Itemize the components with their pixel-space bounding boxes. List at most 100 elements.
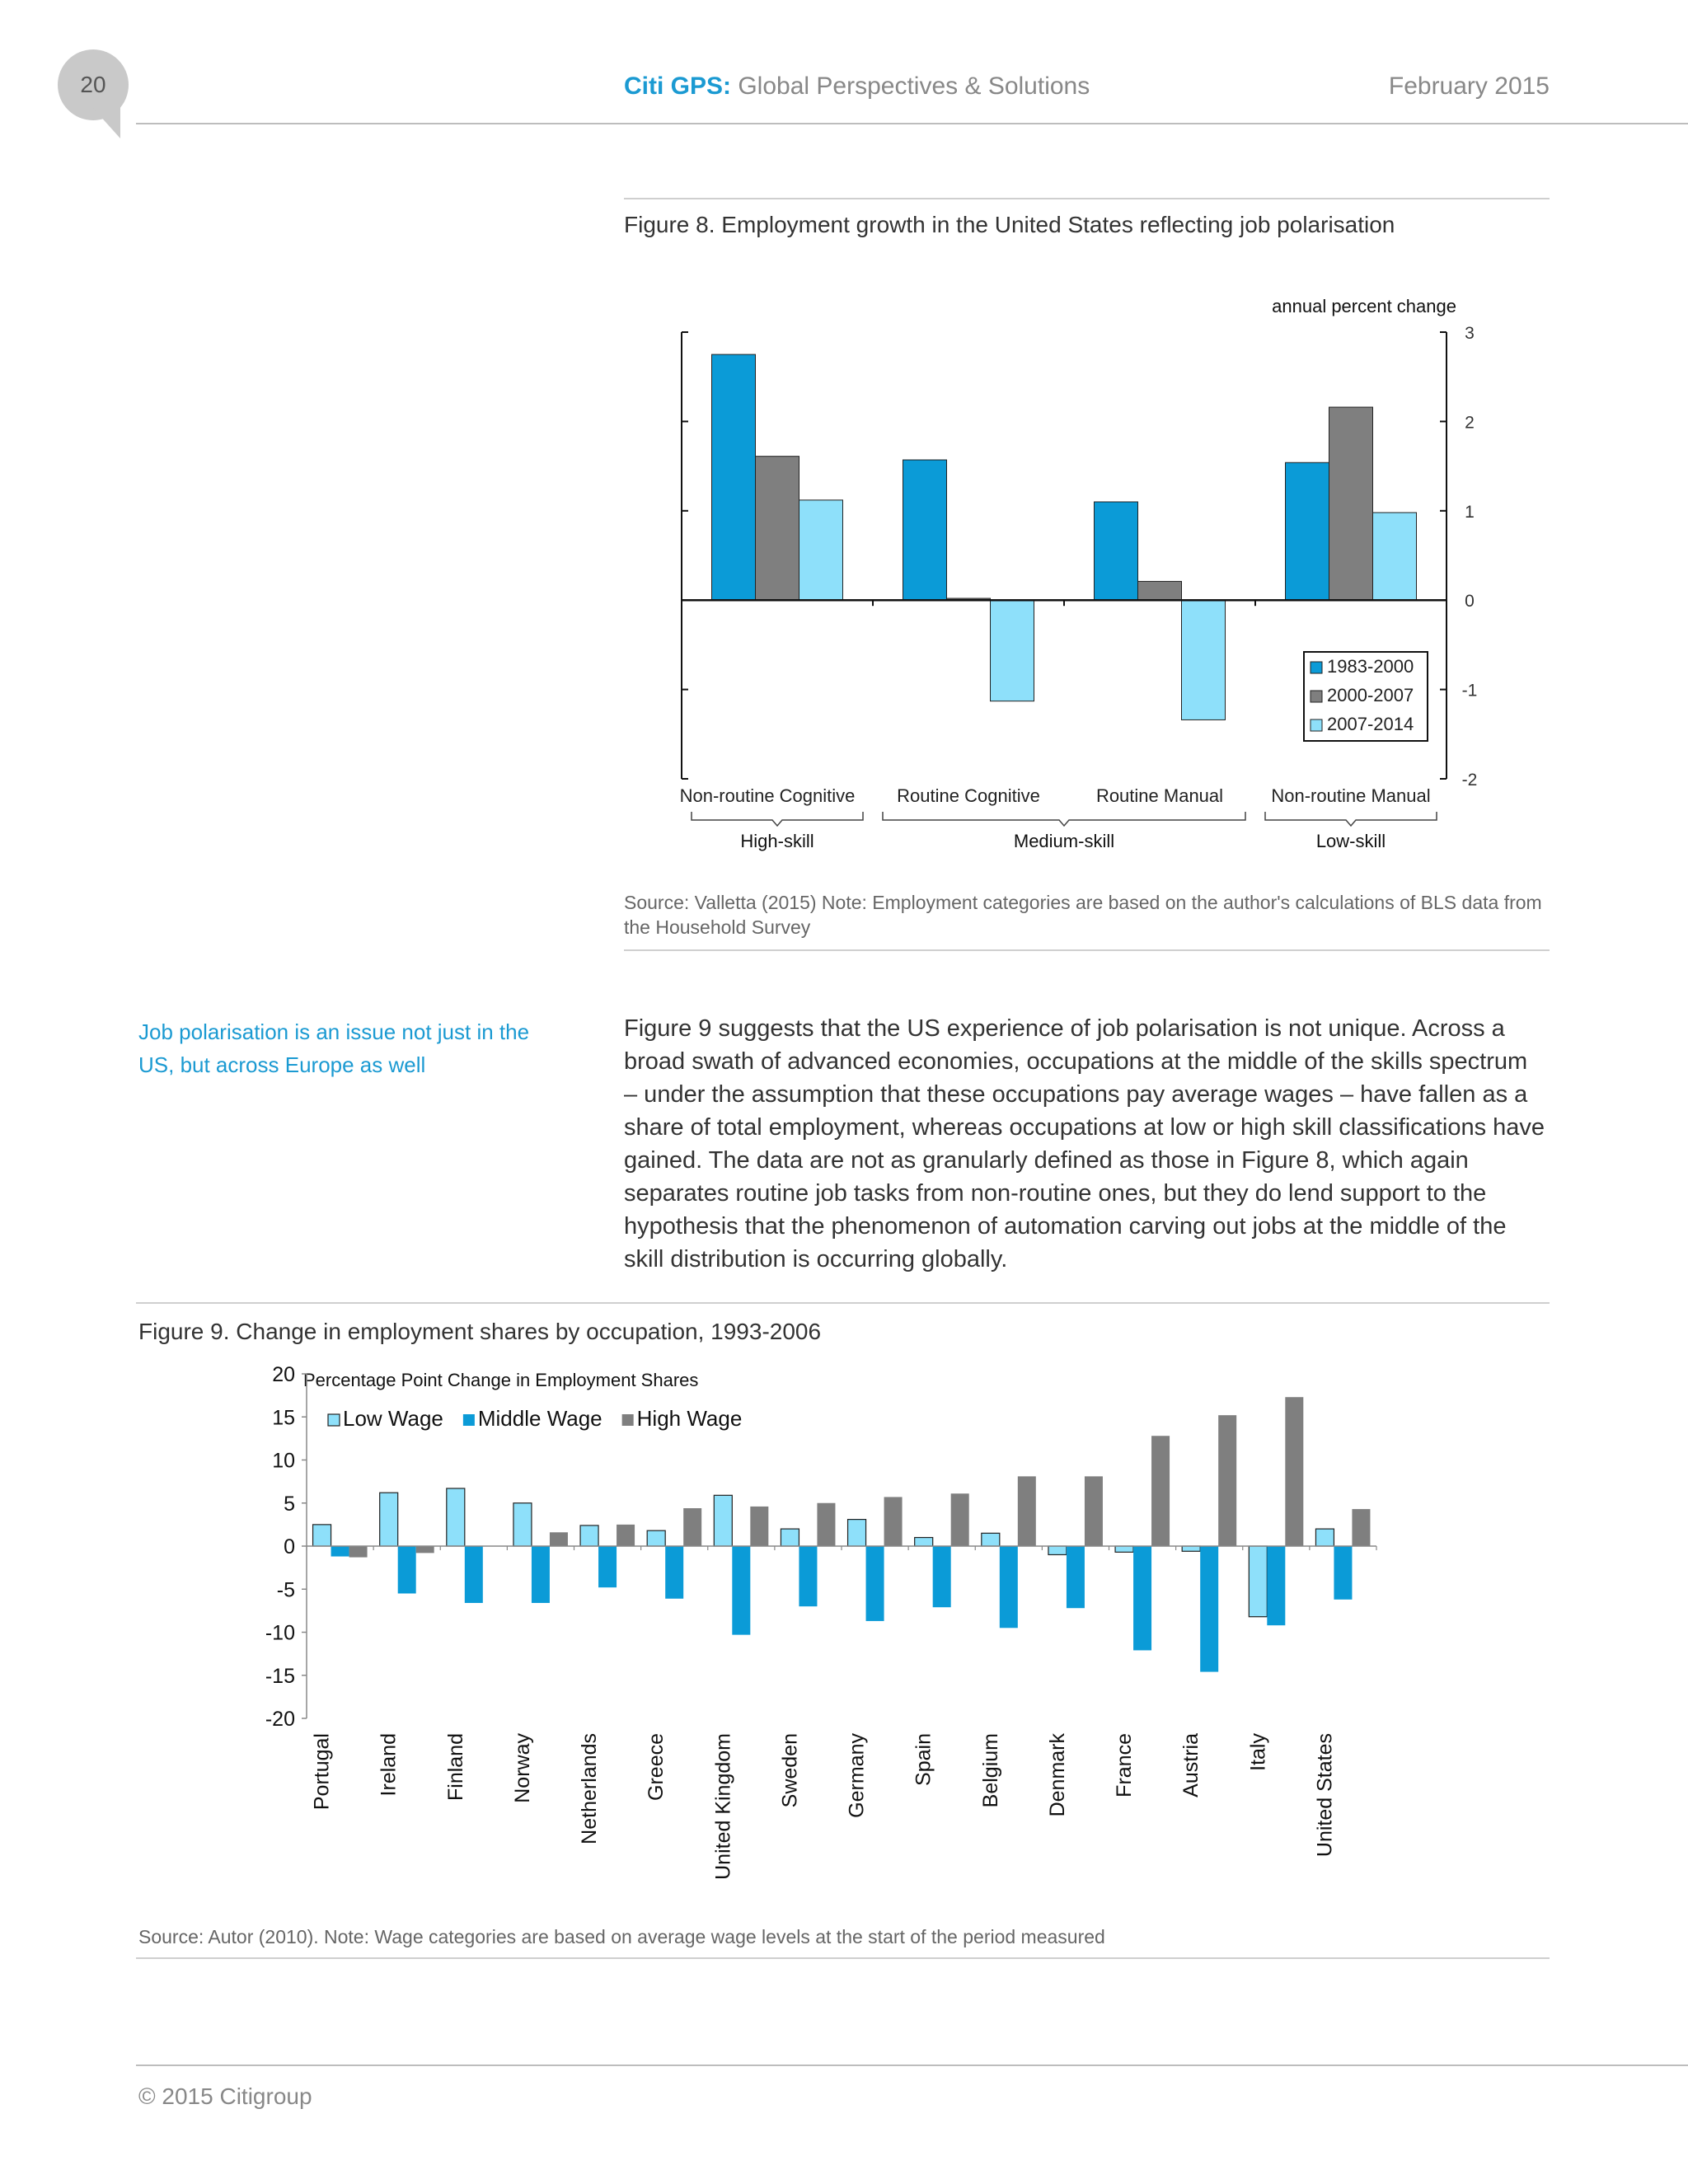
- body-paragraph: Figure 9 suggests that the US experience…: [624, 1015, 1545, 1272]
- figure9-bar-united-states-low-wage: [1315, 1528, 1335, 1547]
- figure9-bar-france-low-wage: [1114, 1545, 1134, 1553]
- brand-tagline: Global Perspectives & Solutions: [731, 73, 1090, 100]
- figure9-category-label-belgium: Belgium: [979, 1733, 1002, 1807]
- figure9-ytick-label: -15: [265, 1665, 295, 1688]
- figure9-bar-germany-high-wage: [884, 1497, 903, 1546]
- figure9-ytick-label: 20: [272, 1364, 295, 1386]
- figure9-legend-swatch-low-wage: [327, 1413, 340, 1427]
- figure9-bar-sweden-middle-wage: [799, 1546, 818, 1607]
- figure9-bar-italy-high-wage: [1285, 1397, 1304, 1546]
- figure9-chart-title: Percentage Point Change in Employment Sh…: [303, 1370, 698, 1390]
- figure9-bar-united-kingdom-middle-wage: [732, 1546, 751, 1635]
- figure9-category-label-denmark: Denmark: [1046, 1733, 1069, 1817]
- figure8-legend-swatch-1983-2000: [1310, 661, 1323, 674]
- footer-copyright: © 2015 Citigroup: [138, 2083, 312, 2109]
- figure9-bar-austria-low-wage: [1181, 1545, 1201, 1552]
- figure9-bar-sweden-low-wage: [780, 1528, 800, 1547]
- figure9-bar-belgium-high-wage: [1017, 1476, 1036, 1546]
- figure9-ytick-label: 15: [272, 1406, 295, 1429]
- figure9-legend-swatch-middle-wage: [462, 1414, 475, 1426]
- figure9-category-label-netherlands: Netherlands: [578, 1733, 601, 1844]
- figure8-bar-routine-cognitive-1983-2000: [903, 459, 947, 601]
- figure9-category-label-finland: Finland: [444, 1733, 467, 1801]
- figure8-bar-non-routine-manual-1983-2000: [1285, 462, 1329, 601]
- figure8-category-label-routine-cognitive: Routine Cognitive: [897, 785, 1040, 806]
- figure9-ytick-label: -10: [265, 1622, 295, 1645]
- figure9-legend-label-high-wage: High Wage: [637, 1406, 743, 1431]
- figure8-ytick-label: 3: [1465, 324, 1475, 343]
- figure9-top-rule: [136, 1302, 1550, 1304]
- figure9-bar-united-kingdom-high-wage: [750, 1506, 769, 1546]
- figure9-bar-portugal-high-wage: [349, 1546, 368, 1558]
- figure8-bar-non-routine-cognitive-1983-2000: [711, 354, 756, 601]
- figure9-ytick-label: -5: [277, 1578, 295, 1601]
- figure8-group-label-low-skill: Low-skill: [1316, 831, 1386, 851]
- figure9-ytick-label: 0: [284, 1535, 295, 1558]
- figure9-bar-netherlands-low-wage: [579, 1525, 599, 1547]
- figure9-bar-belgium-low-wage: [981, 1532, 1001, 1547]
- figure9-category-label-france: France: [1113, 1733, 1136, 1797]
- figure8-bottom-rule: [624, 949, 1550, 951]
- figure8-legend-label-2000-2007: 2000-2007: [1327, 685, 1414, 705]
- figure9-bar-italy-middle-wage: [1267, 1546, 1286, 1626]
- figure9-title: Figure 9. Change in employment shares by…: [138, 1319, 822, 1344]
- header-brand: Citi GPS: Global Perspectives & Solution…: [624, 73, 1090, 101]
- figure8-ytick-label: 1: [1465, 503, 1475, 522]
- figure9-category-label-ireland: Ireland: [377, 1733, 401, 1796]
- figure9-bar-netherlands-high-wage: [617, 1524, 635, 1546]
- figure9-bar-greece-low-wage: [646, 1530, 666, 1547]
- figure8-legend-swatch-2000-2007: [1310, 690, 1323, 703]
- figure8-chart: annual percent change -2 -1 0 1 2 3 Non-routine…: [680, 296, 1478, 851]
- figure9-legend-label-low-wage: Low Wage: [343, 1406, 443, 1431]
- figure9-category-label-italy: Italy: [1246, 1733, 1269, 1771]
- figure8-bar-routine-manual-2000-2007: [1137, 580, 1182, 601]
- figure9-bar-germany-middle-wage: [865, 1546, 884, 1621]
- figure8-category-label-non-routine-cognitive: Non-routine Cognitive: [680, 785, 856, 806]
- figure9-bar-norway-low-wage: [513, 1502, 532, 1547]
- figure9-bar-spain-high-wage: [950, 1493, 969, 1546]
- figure8-legend-label-2007-2014: 2007-2014: [1327, 714, 1414, 734]
- figure9-bar-denmark-middle-wage: [1066, 1546, 1085, 1609]
- figure9-bar-portugal-middle-wage: [331, 1546, 349, 1557]
- figure8-group-label-high-skill: High-skill: [740, 831, 814, 851]
- figure8-bar-routine-manual-1983-2000: [1094, 501, 1138, 601]
- figure9-bar-greece-high-wage: [683, 1508, 702, 1546]
- figure9-bar-portugal-low-wage: [312, 1524, 332, 1547]
- figure9-bar-united-states-high-wage: [1352, 1509, 1371, 1546]
- header-rule: [136, 123, 1688, 124]
- figure9-category-label-united-states: United States: [1313, 1733, 1336, 1857]
- figure9-category-label-portugal: Portugal: [311, 1733, 334, 1810]
- figure8-ytick-label: -1: [1462, 682, 1478, 701]
- figure8-group-brace: [882, 812, 1246, 827]
- figure8-ytick-label: 0: [1465, 592, 1475, 611]
- figure9-bar-italy-low-wage: [1248, 1545, 1268, 1618]
- figure9-bar-belgium-middle-wage: [999, 1546, 1018, 1629]
- figure9-bar-france-high-wage: [1151, 1436, 1170, 1546]
- figure9-bar-spain-middle-wage: [932, 1546, 951, 1608]
- figure8-ylabel: annual percent change: [1272, 296, 1456, 316]
- figure9-legend-swatch-high-wage: [621, 1414, 634, 1426]
- figure9-bar-france-middle-wage: [1133, 1546, 1152, 1651]
- figure9-bar-norway-middle-wage: [531, 1546, 550, 1603]
- figure8-group-brace: [1264, 812, 1437, 827]
- figure9-bar-united-kingdom-low-wage: [713, 1494, 733, 1547]
- figure8-group-brace: [691, 812, 864, 827]
- figure9-bar-netherlands-middle-wage: [598, 1546, 617, 1588]
- figure9-category-label-austria: Austria: [1179, 1733, 1203, 1797]
- figure8-ytick-label: 2: [1465, 413, 1475, 432]
- figure9-category-label-united-kingdom: United Kingdom: [711, 1733, 734, 1880]
- figure9-bar-germany-low-wage: [846, 1519, 867, 1547]
- page-badge-tail: [91, 105, 120, 138]
- figure9-ytick-label: -20: [265, 1708, 295, 1731]
- figure9-ytick-label: 5: [284, 1493, 295, 1516]
- figure9-chart: Percentage Point Change in Employment Sh…: [265, 1364, 1377, 1880]
- figure9-category-label-spain: Spain: [912, 1733, 935, 1786]
- figure9-bar-austria-high-wage: [1218, 1415, 1237, 1546]
- figure9-bottom-rule: [136, 1957, 1550, 1959]
- figure9-bar-united-states-middle-wage: [1334, 1546, 1353, 1600]
- figure9-source: Source: Autor (2010). Note: Wage categor…: [138, 1926, 1105, 1947]
- figure8-bar-non-routine-cognitive-2007-2014: [799, 499, 843, 601]
- figure8-category-label-non-routine-manual: Non-routine Manual: [1271, 785, 1430, 806]
- figure9-ytick-label: 10: [272, 1450, 295, 1473]
- figure8-top-rule: [624, 198, 1550, 199]
